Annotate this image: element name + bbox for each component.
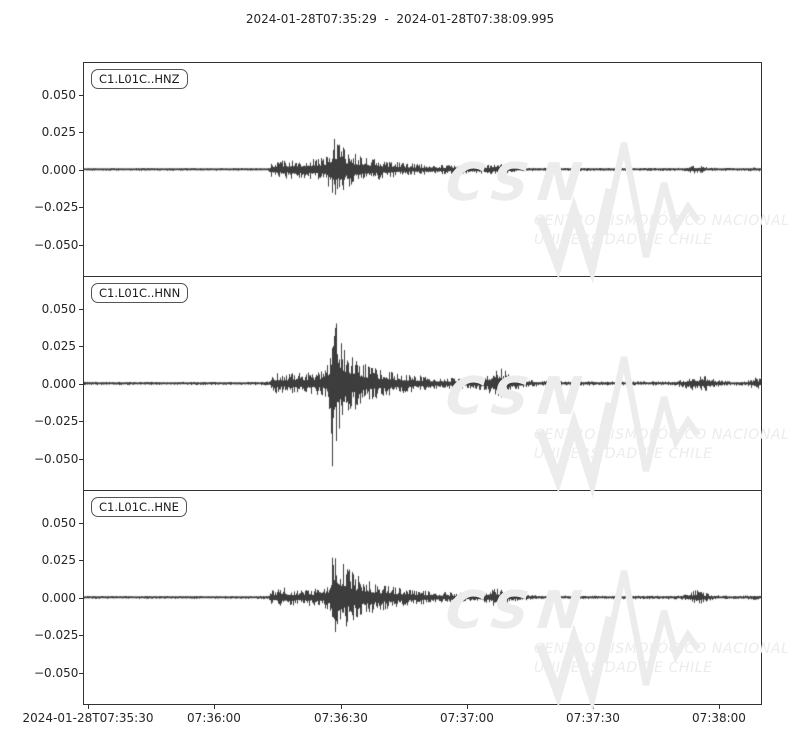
y-tick-mark xyxy=(79,170,83,171)
y-tick-label: 0.000 xyxy=(41,377,76,391)
channel-label-hnn: C1.L01C..HNN xyxy=(91,283,189,303)
x-tick-mark xyxy=(593,705,594,709)
y-tick-label: −0.050 xyxy=(34,238,79,252)
y-tick-label: −0.025 xyxy=(34,628,79,642)
y-tick-label: 0.025 xyxy=(41,125,76,139)
waveform-canvas-hne xyxy=(84,491,761,704)
y-tick-mark xyxy=(79,560,83,561)
x-tick-label: 2024-01-28T07:35:30 xyxy=(22,711,154,725)
axes-area: CSN CENTRO SISMOLÓGICO NACIONAL UNIVERSI… xyxy=(34,62,789,712)
x-tick-mark xyxy=(467,705,468,709)
y-tick-mark xyxy=(79,598,83,599)
y-tick-label: 0.025 xyxy=(41,339,76,353)
y-tick-mark xyxy=(79,245,83,246)
y-tick-label: −0.025 xyxy=(34,200,79,214)
y-tick-label: 0.050 xyxy=(41,302,76,316)
y-tick-mark xyxy=(79,673,83,674)
y-tick-label: 0.000 xyxy=(41,163,76,177)
subplot-hnn: CSN CENTRO SISMOLÓGICO NACIONAL UNIVERSI… xyxy=(34,276,789,498)
channel-label-hne: C1.L01C..HNE xyxy=(91,497,187,517)
y-tick-mark xyxy=(79,384,83,385)
subplot-hne: CSN CENTRO SISMOLÓGICO NACIONAL UNIVERSI… xyxy=(34,490,789,712)
waveform-canvas-hnz xyxy=(84,63,761,276)
y-tick-mark xyxy=(79,309,83,310)
x-tick-mark xyxy=(719,705,720,709)
y-tick-label: 0.025 xyxy=(41,553,76,567)
y-tick-label: −0.050 xyxy=(34,666,79,680)
x-tick-label: 07:38:00 xyxy=(692,711,746,725)
y-tick-label: 0.050 xyxy=(41,88,76,102)
y-tick-mark xyxy=(79,207,83,208)
y-tick-mark xyxy=(79,95,83,96)
x-tick-mark xyxy=(88,705,89,709)
channel-label-hnz: C1.L01C..HNZ xyxy=(91,69,188,89)
y-tick-mark xyxy=(79,346,83,347)
y-tick-mark xyxy=(79,635,83,636)
figure-title: 2024-01-28T07:35:29 - 2024-01-28T07:38:0… xyxy=(245,12,555,26)
x-tick-label: 07:36:00 xyxy=(187,711,241,725)
y-tick-mark xyxy=(79,132,83,133)
x-tick-mark xyxy=(341,705,342,709)
y-tick-mark xyxy=(79,421,83,422)
y-tick-label: −0.025 xyxy=(34,414,79,428)
y-tick-label: 0.050 xyxy=(41,516,76,530)
y-tick-label: 0.000 xyxy=(41,591,76,605)
subplot-hnz: CSN CENTRO SISMOLÓGICO NACIONAL UNIVERSI… xyxy=(34,62,789,284)
x-tick-mark xyxy=(214,705,215,709)
x-tick-label: 07:37:30 xyxy=(566,711,620,725)
y-tick-mark xyxy=(79,459,83,460)
x-tick-label: 07:36:30 xyxy=(314,711,368,725)
y-tick-mark xyxy=(79,523,83,524)
y-tick-label: −0.050 xyxy=(34,452,79,466)
x-tick-label: 07:37:00 xyxy=(440,711,494,725)
waveform-canvas-hnn xyxy=(84,277,761,490)
